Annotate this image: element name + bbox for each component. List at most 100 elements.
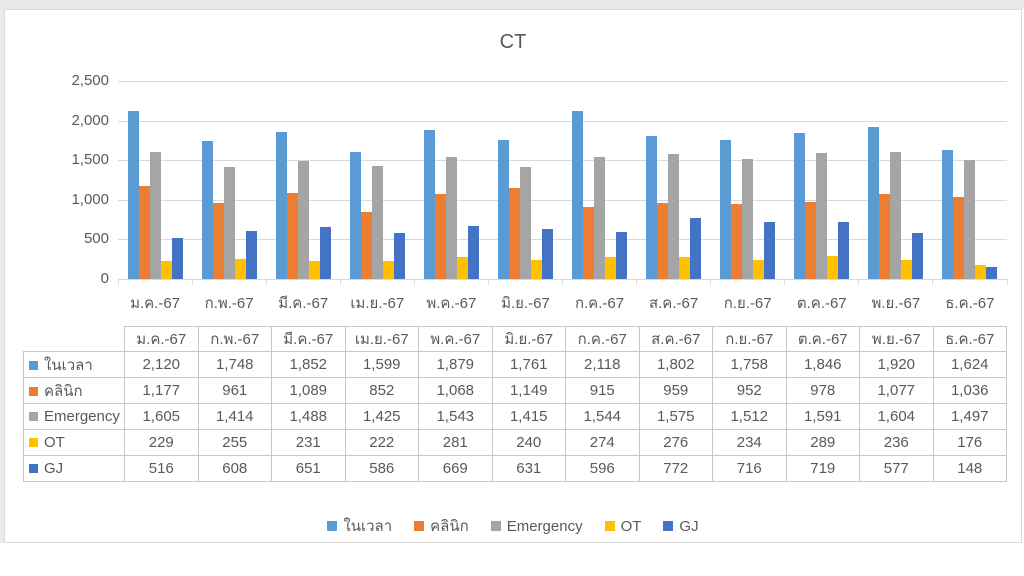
gridline [118,160,1007,162]
x-tick-label: ก.ค.-67 [574,295,625,312]
gridline [118,120,1007,122]
legend-key-icon [490,521,501,531]
bar-OT [160,260,172,279]
table-cell: 1,068 [418,377,493,404]
bar-คลินิก [508,188,520,279]
bar-OT [308,260,320,279]
table-month-header: พ.ค.-67 [418,326,493,352]
x-tick-label: พ.ย.-67 [871,295,921,312]
x-axis-tick [265,279,267,285]
x-tick-label: มี.ค.-67 [278,295,329,312]
bar-คลินิก [360,211,372,279]
table-cell: 234 [712,429,787,456]
bar-OT [975,265,987,279]
table-corner-cell [23,326,125,352]
table-cell: 1,575 [638,403,713,430]
table-month-header: ก.พ.-67 [197,326,272,352]
bar-ในเวลา [794,132,806,279]
bar-GJ [838,222,850,279]
bar-OT [753,260,765,279]
bar-cluster [933,81,1007,279]
bar-cluster [562,81,636,279]
bar-GJ [912,233,924,279]
y-tick-label: 0 [100,270,109,287]
bar-ในเวลา [349,152,361,279]
table-month-header: ส.ค.-67 [638,326,713,352]
table-cell: 1,920 [859,351,934,378]
x-axis-tick [932,279,934,285]
table-cell: 240 [491,429,566,456]
x-axis-ticks [117,279,1008,285]
table-cell: 1,415 [491,403,566,430]
bar-cluster [192,81,266,279]
legend-item-OT: OT [604,514,642,538]
chart-panel: CT 0 500 1,000 1,500 2,000 2,500 ม.ค.-67 ก.พ.-… [4,9,1022,543]
table-cell: 1,488 [271,403,346,430]
bar-ในเวลา [275,132,287,279]
legend-key-icon [604,521,615,531]
y-tick-label: 1,500 [71,151,109,169]
x-axis-tick [636,279,638,285]
bar-คลินิก [657,203,669,279]
table-cell: 852 [344,377,419,404]
bar-OT [679,257,691,279]
bar-GJ [393,232,405,279]
x-tick-label: ม.ค.-67 [130,295,180,312]
bar-GJ [171,238,183,279]
table-month-header: ม.ค.-67 [124,326,199,352]
table-row-GJ: GJ 516 608 651 586 669 631 596 772 716 719 577 148 [23,455,1007,482]
table-month-header: พ.ย.-67 [859,326,934,352]
y-tick-label: 1,000 [71,190,109,208]
x-tick-label: ส.ค.-67 [648,295,699,312]
table-cell: 1,879 [418,351,493,378]
table-cell: 577 [859,455,934,482]
bar-ในเวลา [127,111,139,279]
table-cell: 1,852 [271,351,346,378]
bar-cluster [340,81,414,279]
table-series-label: Emergency [23,403,125,430]
legend-label: OT [620,517,642,535]
table-cell: 1,758 [712,351,787,378]
gridline [118,199,1007,201]
table-cell: 1,512 [712,403,787,430]
background-strip-left [0,0,4,543]
table-cell: 2,120 [124,351,199,378]
bar-OT [456,256,468,279]
table-cell: 1,544 [565,403,640,430]
table-cell: 281 [418,429,493,456]
data-table: ม.ค.-67 ก.พ.-67 มี.ค.-67 เม.ย.-67 พ.ค.-67 มิ.… [23,326,1007,482]
legend-key-icon [414,521,425,531]
bar-GJ [541,229,553,279]
table-cell: 2,118 [565,351,640,378]
bar-cluster [266,81,340,279]
x-tick-label: มิ.ย.-67 [501,295,550,312]
legend-label: ในเวลา [343,518,393,535]
table-cell: 1,149 [491,377,566,404]
legend-key-icon [327,521,338,531]
bar-OT [827,256,839,279]
bar-ในเวลา [201,140,213,279]
bar-ในเวลา [423,130,435,279]
bar-GJ [245,230,257,279]
table-cell: 274 [565,429,640,456]
table-cell: 952 [712,377,787,404]
bar-cluster [414,81,488,279]
legend-label: Emergency [506,517,583,535]
x-tick-label: ต.ค.-67 [796,295,847,312]
table-row-คลินิก: คลินิก 1,177 961 1,089 852 1,068 1,149 915 959 95… [23,377,1007,404]
bar-Emergency [149,151,161,279]
table-cell: 915 [565,377,640,404]
legend-item-GJ: GJ [663,514,699,538]
table-cell: 1,497 [932,403,1007,430]
bar-Emergency [668,154,680,279]
bar-คลินิก [212,202,224,279]
bar-cluster [637,81,711,279]
bar-คลินิก [953,196,965,279]
bar-OT [530,260,542,279]
x-axis-tick [413,279,415,285]
bar-GJ [319,227,331,279]
legend-key-icon [29,360,38,370]
background-strip-top [0,0,1024,9]
table-cell: 631 [491,455,566,482]
table-cell: 176 [932,429,1007,456]
